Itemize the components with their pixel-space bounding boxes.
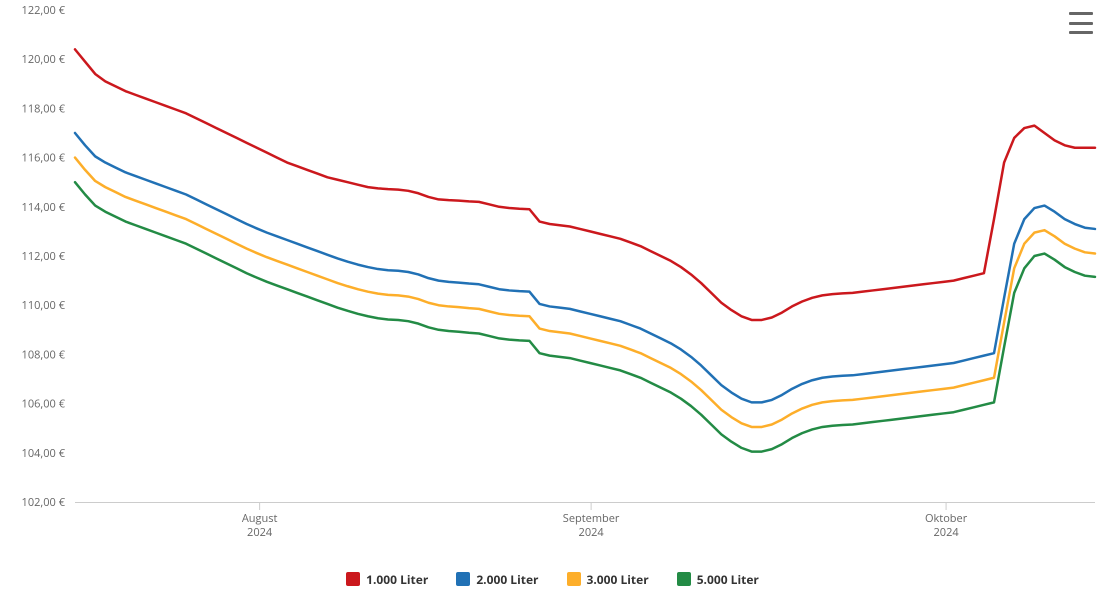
legend-swatch-icon (456, 572, 470, 586)
legend-label: 5.000 Liter (697, 571, 759, 588)
series-line (75, 158, 1095, 427)
x-axis-year-label: 2024 (579, 525, 605, 540)
y-axis-tick-label: 106,00 € (22, 397, 66, 412)
y-axis-tick-label: 120,00 € (22, 52, 66, 67)
chart-container: 102,00 € 104,00 € 106,00 € 108,00 € 110,00 €… (0, 0, 1105, 602)
y-axis-tick-label: 122,00 € (22, 3, 66, 18)
legend-label: 1.000 Liter (366, 571, 428, 588)
series-line (75, 49, 1095, 320)
x-axis-year-label: 2024 (933, 525, 959, 540)
y-axis-tick-label: 102,00 € (22, 495, 66, 510)
legend: 1.000 Liter 2.000 Liter 3.000 Liter 5.000 L… (0, 571, 1105, 591)
y-axis-tick-label: 110,00 € (22, 298, 66, 313)
legend-item[interactable]: 3.000 Liter (567, 571, 649, 588)
y-axis-tick-label: 112,00 € (22, 249, 66, 264)
legend-swatch-icon (346, 572, 360, 586)
y-axis-tick-label: 108,00 € (22, 347, 66, 362)
x-axis-month-label: Oktober (925, 511, 968, 526)
legend-label: 2.000 Liter (476, 571, 538, 588)
y-axis-tick-label: 118,00 € (22, 101, 66, 116)
legend-swatch-icon (677, 572, 691, 586)
x-axis-month-label: September (563, 511, 620, 526)
legend-item[interactable]: 5.000 Liter (677, 571, 759, 588)
x-axis-month-label: August (242, 511, 278, 526)
line-chart: 102,00 € 104,00 € 106,00 € 108,00 € 110,00 €… (0, 0, 1105, 560)
legend-swatch-icon (567, 572, 581, 586)
y-axis-tick-label: 114,00 € (22, 200, 66, 215)
legend-item[interactable]: 2.000 Liter (456, 571, 538, 588)
y-axis-tick-label: 104,00 € (22, 446, 66, 461)
series-line (75, 182, 1095, 451)
legend-item[interactable]: 1.000 Liter (346, 571, 428, 588)
y-axis-tick-label: 116,00 € (22, 151, 66, 166)
x-axis-year-label: 2024 (247, 525, 273, 540)
hamburger-menu-icon[interactable] (1069, 10, 1093, 36)
legend-label: 3.000 Liter (587, 571, 649, 588)
